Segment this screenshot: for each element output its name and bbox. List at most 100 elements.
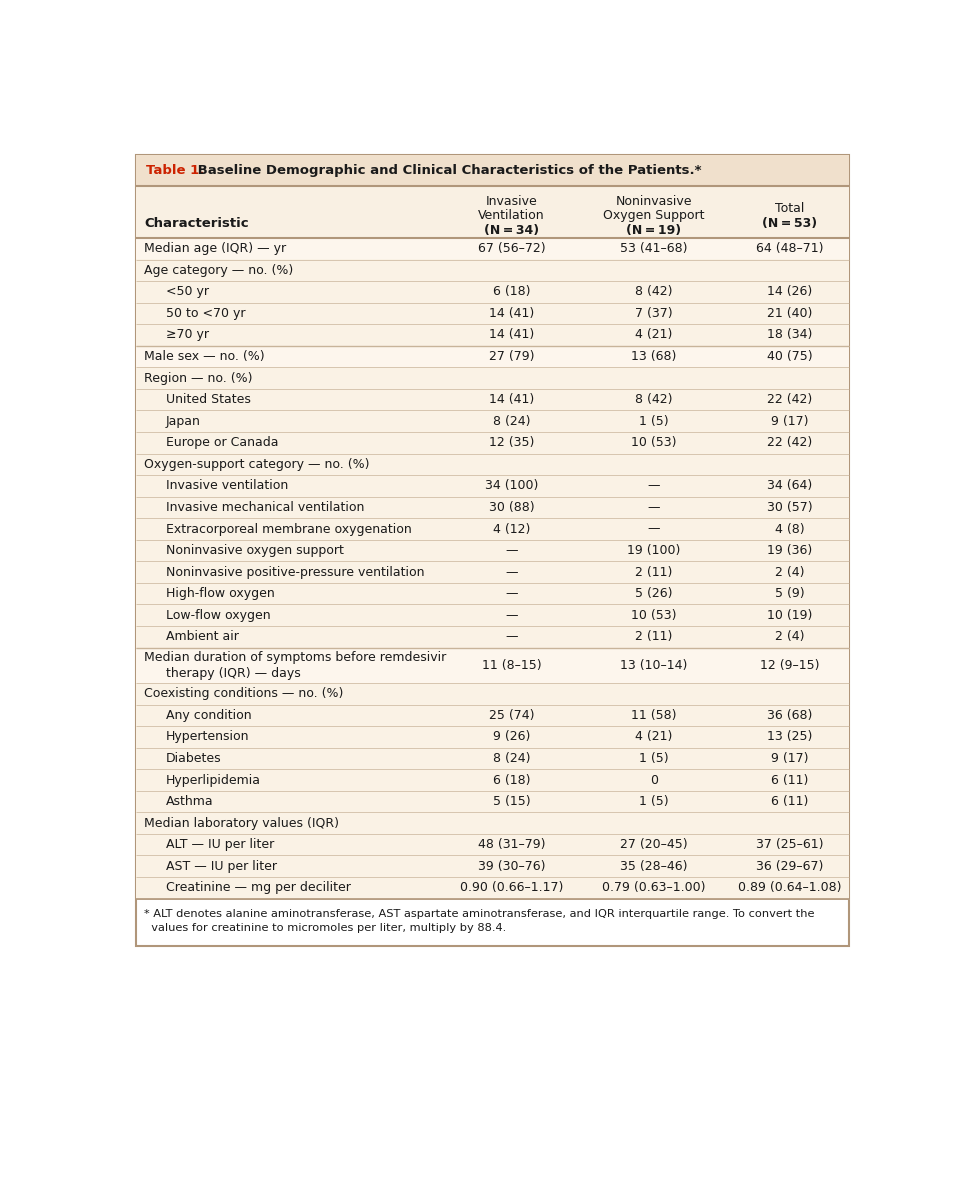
Text: 4 (21): 4 (21) (635, 731, 673, 743)
Text: (N = 19): (N = 19) (627, 224, 681, 238)
Bar (136, 186, 849, 238)
Bar (136, 877, 849, 899)
Text: 14 (41): 14 (41) (489, 394, 534, 406)
Text: 12 (9–15): 12 (9–15) (759, 659, 819, 672)
Text: 30 (57): 30 (57) (767, 500, 812, 514)
Text: 22 (42): 22 (42) (767, 394, 812, 406)
Text: High-flow oxygen: High-flow oxygen (165, 587, 275, 600)
Text: 14 (26): 14 (26) (767, 286, 812, 299)
Text: <50 yr: <50 yr (165, 286, 209, 299)
Text: Noninvasive positive-pressure ventilation: Noninvasive positive-pressure ventilatio… (165, 565, 424, 578)
Text: values for creatinine to micromoles per liter, multiply by 88.4.: values for creatinine to micromoles per … (144, 923, 506, 934)
Text: 14 (41): 14 (41) (489, 307, 534, 320)
Text: 5 (15): 5 (15) (493, 796, 530, 808)
Text: Any condition: Any condition (165, 709, 251, 722)
Text: 0.90 (0.66–1.17): 0.90 (0.66–1.17) (459, 881, 563, 894)
Text: 36 (29–67): 36 (29–67) (755, 859, 823, 872)
Text: —: — (505, 565, 518, 578)
Bar (136, 812, 849, 834)
Text: 35 (28–46): 35 (28–46) (620, 859, 687, 872)
Text: 2 (11): 2 (11) (635, 565, 673, 578)
Text: 7 (37): 7 (37) (635, 307, 673, 320)
Text: 2 (4): 2 (4) (775, 565, 804, 578)
Text: Total: Total (775, 202, 804, 215)
Bar (136, 346, 849, 367)
Text: Invasive: Invasive (485, 194, 537, 208)
Bar (136, 748, 849, 769)
Text: Median duration of symptoms before remdesivir: Median duration of symptoms before remde… (144, 650, 446, 664)
Text: 13 (68): 13 (68) (631, 350, 677, 364)
Text: —: — (648, 500, 660, 514)
Text: 40 (75): 40 (75) (767, 350, 812, 364)
Text: Region — no. (%): Region — no. (%) (144, 372, 253, 384)
Text: Oxygen-support category — no. (%): Oxygen-support category — no. (%) (144, 458, 370, 470)
Text: 0: 0 (650, 774, 658, 786)
Bar (136, 583, 849, 605)
Text: therapy (IQR) — days: therapy (IQR) — days (165, 666, 301, 679)
Text: 2 (4): 2 (4) (775, 630, 804, 643)
Bar (136, 475, 849, 497)
Text: Coexisting conditions — no. (%): Coexisting conditions — no. (%) (144, 688, 343, 701)
Text: United States: United States (165, 394, 251, 406)
Text: Oxygen Support: Oxygen Support (604, 210, 704, 222)
Text: 8 (24): 8 (24) (493, 752, 530, 764)
Text: —: — (505, 608, 518, 622)
Text: 4 (12): 4 (12) (493, 522, 530, 535)
Text: 50 to <70 yr: 50 to <70 yr (165, 307, 245, 320)
Text: 10 (19): 10 (19) (767, 608, 812, 622)
Bar (136, 324, 849, 346)
Text: 22 (42): 22 (42) (767, 437, 812, 449)
Bar (136, 648, 849, 683)
Text: Europe or Canada: Europe or Canada (165, 437, 278, 449)
Text: (N = 53): (N = 53) (762, 217, 817, 229)
Bar (136, 540, 849, 562)
Text: 8 (42): 8 (42) (635, 286, 673, 299)
Text: Noninvasive: Noninvasive (616, 194, 692, 208)
Text: 64 (48–71): 64 (48–71) (755, 242, 824, 256)
Bar (136, 769, 849, 791)
Text: Invasive mechanical ventilation: Invasive mechanical ventilation (165, 500, 364, 514)
Text: Creatinine — mg per deciliter: Creatinine — mg per deciliter (165, 881, 351, 894)
Text: * ALT denotes alanine aminotransferase, AST aspartate aminotransferase, and IQR : * ALT denotes alanine aminotransferase, … (144, 910, 815, 919)
Text: —: — (648, 479, 660, 492)
Text: 10 (53): 10 (53) (631, 437, 677, 449)
Text: 48 (31–79): 48 (31–79) (478, 838, 545, 851)
Text: ALT — IU per liter: ALT — IU per liter (165, 838, 274, 851)
Text: 30 (88): 30 (88) (488, 500, 534, 514)
Text: 11 (8–15): 11 (8–15) (481, 659, 541, 672)
Text: ≥70 yr: ≥70 yr (165, 329, 209, 342)
Text: 9 (17): 9 (17) (771, 415, 808, 427)
Bar (136, 834, 849, 856)
Text: 0.79 (0.63–1.00): 0.79 (0.63–1.00) (603, 881, 705, 894)
Bar (136, 454, 849, 475)
Text: 25 (74): 25 (74) (488, 709, 534, 722)
Text: 10 (53): 10 (53) (631, 608, 677, 622)
Text: Asthma: Asthma (165, 796, 213, 808)
Text: 14 (41): 14 (41) (489, 329, 534, 342)
Text: (N = 34): (N = 34) (483, 224, 539, 238)
Text: Characteristic: Characteristic (144, 217, 249, 230)
Text: Diabetes: Diabetes (165, 752, 221, 764)
Text: 1 (5): 1 (5) (639, 752, 669, 764)
Text: 11 (58): 11 (58) (631, 709, 677, 722)
Text: 5 (26): 5 (26) (635, 587, 673, 600)
Bar (136, 626, 849, 648)
Bar (136, 302, 849, 324)
Text: 19 (100): 19 (100) (628, 544, 680, 557)
Bar (136, 367, 849, 389)
Text: Japan: Japan (165, 415, 201, 427)
Text: 27 (79): 27 (79) (488, 350, 534, 364)
Bar (136, 497, 849, 518)
Text: Table 1.: Table 1. (146, 163, 204, 176)
Bar (136, 389, 849, 410)
Text: Hypertension: Hypertension (165, 731, 249, 743)
Text: 53 (41–68): 53 (41–68) (620, 242, 687, 256)
Text: 21 (40): 21 (40) (767, 307, 812, 320)
Text: Ambient air: Ambient air (165, 630, 238, 643)
Text: 8 (24): 8 (24) (493, 415, 530, 427)
Text: Median age (IQR) — yr: Median age (IQR) — yr (144, 242, 286, 256)
Bar (136, 518, 849, 540)
Text: 19 (36): 19 (36) (767, 544, 812, 557)
Text: 9 (26): 9 (26) (493, 731, 530, 743)
Bar (136, 791, 849, 812)
